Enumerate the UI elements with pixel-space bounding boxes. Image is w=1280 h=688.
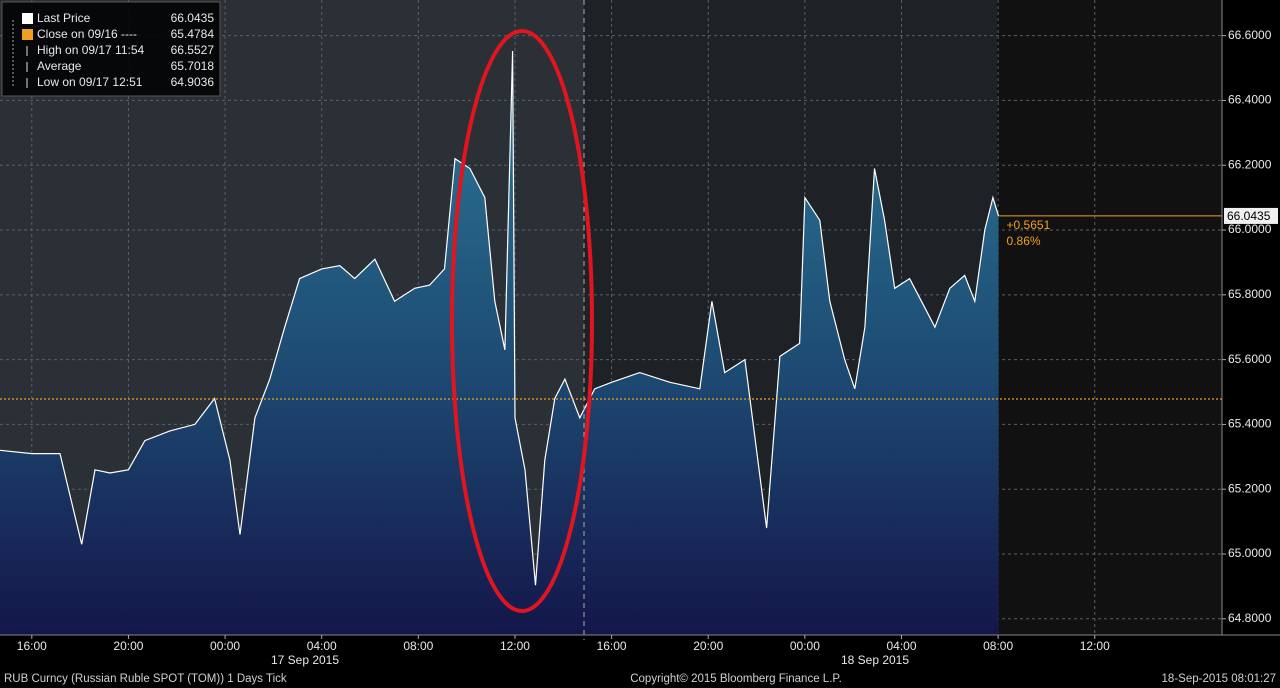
date-label: 17 Sep 2015 [271, 653, 339, 667]
y-tick-label: 66.0000 [1228, 222, 1272, 236]
legend-swatch [22, 29, 33, 40]
x-tick-label: 08:00 [403, 639, 433, 653]
x-tick-label: 20:00 [693, 639, 723, 653]
x-tick-label: 00:00 [210, 639, 240, 653]
legend-label: Close on 09/16 ---- [37, 27, 137, 41]
last-price-label: 66.0435 [1227, 209, 1271, 223]
last-price-box [1224, 207, 1278, 224]
x-tick-label: 04:00 [886, 639, 916, 653]
x-tick-label: 16:00 [597, 639, 627, 653]
price-area [0, 51, 999, 635]
date-label: 18 Sep 2015 [841, 653, 909, 667]
footer-left: RUB Curncy (Russian Ruble SPOT (TOM)) 1 … [4, 673, 287, 685]
price-line [0, 50, 1000, 586]
y-tick-label: 66.2000 [1228, 157, 1272, 171]
legend-value: 66.5527 [171, 43, 215, 57]
legend-value: 65.4784 [171, 27, 215, 41]
change-annotation: 0.86% [1007, 234, 1041, 248]
x-tick-label: 20:00 [113, 639, 143, 653]
legend-swatch [22, 13, 33, 24]
y-tick-label: 65.4000 [1228, 417, 1272, 431]
y-tick-label: 66.6000 [1228, 28, 1272, 42]
footer-right: 18-Sep-2015 08:01:27 [1162, 673, 1276, 685]
change-annotation: +0.5651 [1007, 218, 1051, 232]
x-tick-label: 00:00 [790, 639, 820, 653]
y-tick-label: 66.4000 [1228, 93, 1272, 107]
legend-label: Last Price [37, 11, 91, 25]
y-tick-label: 65.2000 [1228, 481, 1272, 495]
legend-value: 64.9036 [171, 75, 215, 89]
legend-value: 65.7018 [171, 59, 215, 73]
x-tick-label: 12:00 [500, 639, 530, 653]
legend-value: 66.0435 [171, 11, 215, 25]
legend-label: High on 09/17 11:54 [37, 43, 145, 57]
highlight-ellipse [450, 29, 594, 613]
y-tick-label: 65.6000 [1228, 352, 1272, 366]
legend-label: Low on 09/17 12:51 [37, 75, 143, 89]
y-axis-bg [1222, 0, 1280, 635]
x-tick-label: 04:00 [307, 639, 337, 653]
footer-center: Copyright© 2015 Bloomberg Finance L.P. [630, 673, 842, 685]
legend-label: Average [37, 59, 82, 73]
legend-box [1, 1, 221, 97]
x-tick-label: 12:00 [1080, 639, 1110, 653]
x-tick-label: 08:00 [983, 639, 1013, 653]
y-tick-label: 65.0000 [1228, 546, 1272, 560]
x-tick-label: 16:00 [17, 639, 47, 653]
y-tick-label: 64.8000 [1228, 611, 1272, 625]
plot-bg-future [997, 0, 1222, 635]
y-tick-label: 65.8000 [1228, 287, 1272, 301]
